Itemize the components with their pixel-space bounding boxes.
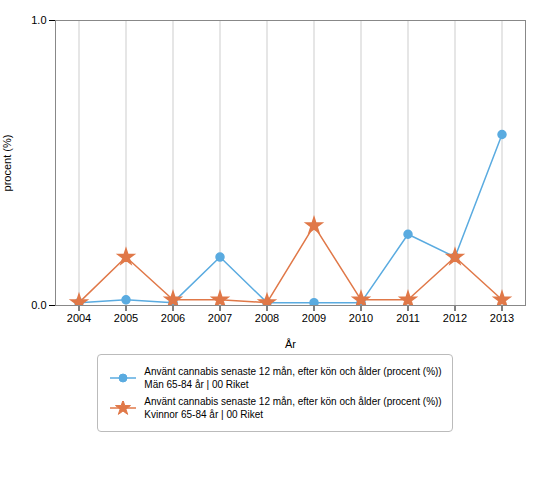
svg-text:procent (%): procent (%)	[1, 135, 13, 192]
svg-text:2010: 2010	[349, 312, 373, 324]
svg-text:2013: 2013	[490, 312, 514, 324]
html-text:Använt cannabis senaste 12 mån: Använt cannabis senaste 12 mån, efter kö…	[144, 396, 442, 420]
html-text:Använt cannabis senaste 12 mån: Använt cannabis senaste 12 mån, efter kö…	[144, 366, 442, 390]
svg-text:2009: 2009	[302, 312, 326, 324]
svg-text:2005: 2005	[114, 312, 138, 324]
svg-text:År: År	[285, 338, 296, 350]
svg-text:2004: 2004	[67, 312, 91, 324]
svg-text:2011: 2011	[396, 312, 420, 324]
svg-text:2006: 2006	[161, 312, 185, 324]
svg-text:1.0: 1.0	[31, 14, 46, 26]
svg-text:2008: 2008	[255, 312, 279, 324]
svg-text:0.0: 0.0	[31, 299, 46, 311]
svg-text:2007: 2007	[208, 312, 232, 324]
svg-text:2012: 2012	[443, 312, 467, 324]
